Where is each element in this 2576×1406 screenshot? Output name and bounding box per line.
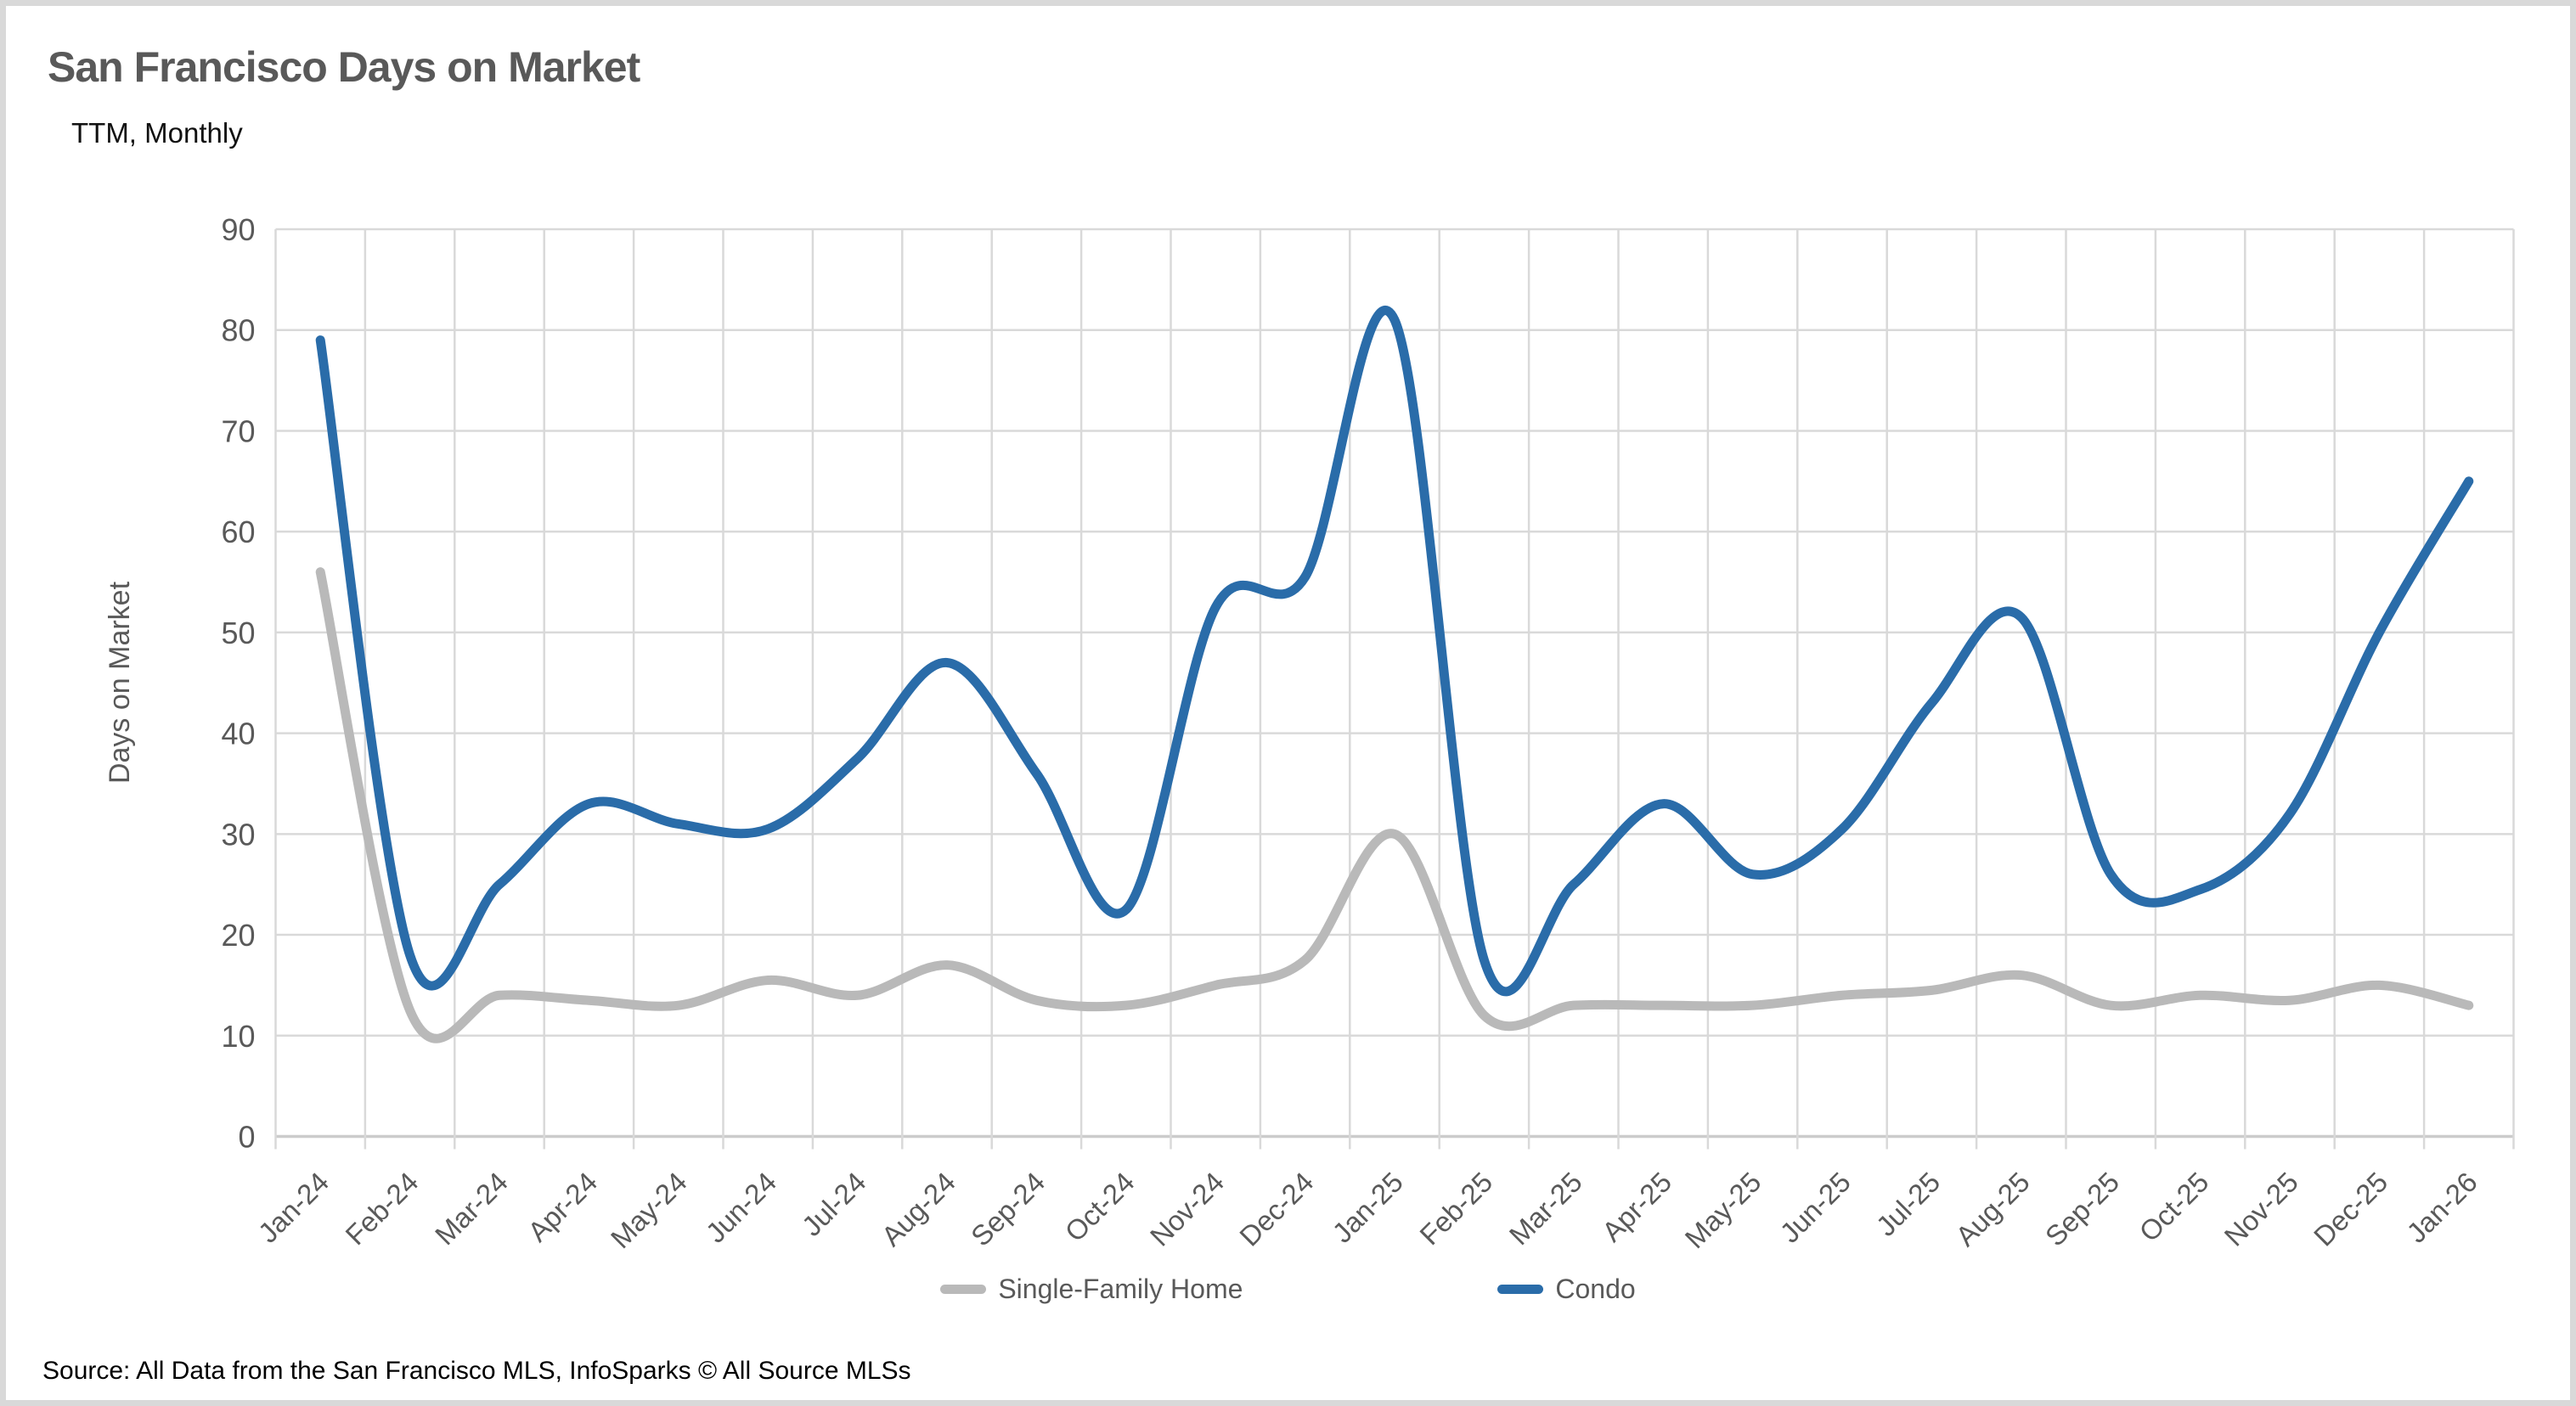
svg-text:Nov-25: Nov-25 <box>2218 1166 2304 1251</box>
page-title: San Francisco Days on Market <box>48 43 640 91</box>
svg-text:Mar-25: Mar-25 <box>1503 1166 1588 1251</box>
svg-text:Aug-25: Aug-25 <box>1949 1166 2035 1251</box>
svg-text:Oct-24: Oct-24 <box>1059 1166 1141 1247</box>
series-lines <box>315 306 2474 1043</box>
svg-text:Jan-26: Jan-26 <box>2400 1166 2483 1249</box>
svg-text:20: 20 <box>221 918 255 953</box>
svg-text:Sep-25: Sep-25 <box>2039 1166 2125 1251</box>
svg-text:Jun-25: Jun-25 <box>1773 1166 1857 1249</box>
svg-text:Sep-24: Sep-24 <box>965 1166 1051 1251</box>
svg-text:Nov-24: Nov-24 <box>1144 1166 1230 1251</box>
svg-text:10: 10 <box>221 1019 255 1054</box>
svg-text:Jan-25: Jan-25 <box>1326 1166 1409 1249</box>
svg-text:0: 0 <box>238 1120 255 1155</box>
svg-text:Dec-24: Dec-24 <box>1233 1166 1319 1251</box>
svg-text:Jul-24: Jul-24 <box>796 1166 872 1242</box>
y-axis-title: Days on Market <box>104 581 136 784</box>
svg-text:Feb-24: Feb-24 <box>339 1166 424 1251</box>
svg-text:May-24: May-24 <box>605 1166 693 1254</box>
svg-text:70: 70 <box>221 413 255 448</box>
single-family-line-marker <box>940 1285 987 1294</box>
svg-text:Aug-24: Aug-24 <box>876 1166 961 1251</box>
svg-text:40: 40 <box>221 717 255 751</box>
source-note: Source: All Data from the San Francisco … <box>42 1357 911 1385</box>
svg-text:Jan-24: Jan-24 <box>252 1166 335 1249</box>
svg-text:Apr-25: Apr-25 <box>1596 1166 1677 1247</box>
y-axis-tick-labels: 0 10 20 30 40 50 60 70 80 90 <box>221 212 255 1155</box>
svg-text:60: 60 <box>221 515 255 549</box>
x-axis-ticks <box>274 1136 2515 1150</box>
legend-item-condo: Condo <box>1497 1274 1636 1305</box>
condo-line <box>315 306 2474 997</box>
svg-text:80: 80 <box>221 313 255 348</box>
legend-item-single-family: Single-Family Home <box>940 1274 1243 1305</box>
single-family-home-line <box>315 567 2474 1043</box>
svg-text:Jun-24: Jun-24 <box>700 1166 783 1249</box>
horizontal-gridlines <box>275 228 2514 1139</box>
svg-text:90: 90 <box>221 212 255 247</box>
legend-label-condo: Condo <box>1555 1274 1636 1304</box>
svg-text:30: 30 <box>221 817 255 852</box>
svg-text:Mar-24: Mar-24 <box>429 1166 514 1251</box>
svg-text:Jul-25: Jul-25 <box>1870 1166 1947 1242</box>
page-subtitle: TTM, Monthly <box>71 117 243 149</box>
svg-text:May-25: May-25 <box>1679 1166 1767 1254</box>
svg-text:50: 50 <box>221 616 255 650</box>
svg-text:Feb-25: Feb-25 <box>1413 1166 1498 1251</box>
legend-label-single-family: Single-Family Home <box>998 1274 1243 1304</box>
x-axis-tick-labels: Jan-24 Feb-24 Mar-24 Apr-24 May-24 Jun-24 Jul-… <box>252 1166 2483 1254</box>
condo-line-marker <box>1497 1285 1544 1294</box>
legend: Single-Family Home Condo <box>0 1274 2576 1305</box>
svg-text:Apr-24: Apr-24 <box>521 1166 603 1247</box>
svg-text:Oct-25: Oct-25 <box>2133 1166 2214 1247</box>
svg-text:Dec-25: Dec-25 <box>2308 1166 2393 1251</box>
